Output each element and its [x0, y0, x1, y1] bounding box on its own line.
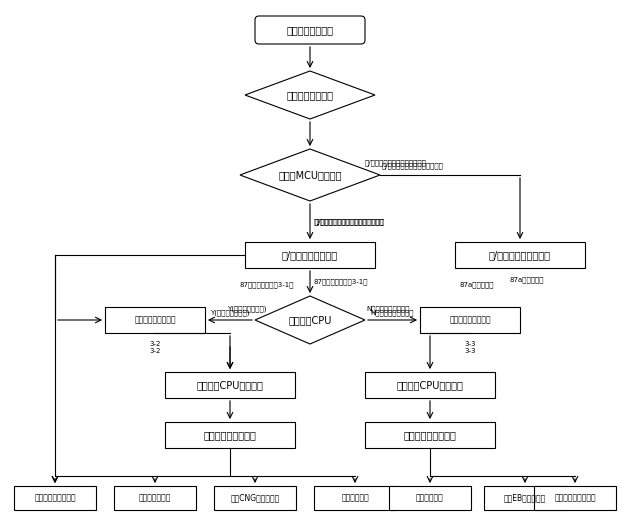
Text: 燃油EB标志灯点亮: 燃油EB标志灯点亮	[504, 494, 546, 503]
Bar	[14, 486, 96, 510]
Text: 燃气压力表实时数量: 燃气压力表实时数量	[134, 316, 176, 325]
Bar	[455, 242, 585, 268]
Text: 87端输出高电平（3-1）: 87端输出高电平（3-1）	[240, 282, 294, 288]
Text: 油/气转换继电器驱动线圈输出低电平: 油/气转换继电器驱动线圈输出低电平	[314, 218, 384, 225]
Text: 汽车点火装置点火: 汽车点火装置点火	[286, 25, 334, 35]
Text: 燃料转换开关动作: 燃料转换开关动作	[286, 90, 334, 100]
Text: 87a输出高电平: 87a输出高电平	[510, 276, 544, 282]
Bar	[214, 486, 296, 510]
Bar	[365, 372, 495, 398]
Polygon shape	[240, 149, 380, 201]
Text: 油/气转换继电器不吸合: 油/气转换继电器不吸合	[489, 250, 551, 260]
Bar	[165, 372, 295, 398]
Text: N（无燃气请求信号）: N（无燃气请求信号）	[366, 305, 410, 312]
Text: 油/气转换继电器驱动线圈无输出: 油/气转换继电器驱动线圈无输出	[382, 163, 444, 169]
Text: 燃油储量显示: 燃油储量显示	[416, 494, 444, 503]
Text: 组合仪表CPU燃油算法: 组合仪表CPU燃油算法	[397, 380, 463, 390]
FancyBboxPatch shape	[255, 16, 365, 44]
Text: 燃气继路和点火系统: 燃气继路和点火系统	[34, 494, 76, 503]
Text: 87a输出高电平: 87a输出高电平	[460, 282, 495, 288]
Text: 燃油传感器实时数量: 燃油传感器实时数量	[449, 316, 491, 325]
Text: N（无燃气请求信号）: N（无燃气请求信号）	[371, 309, 414, 316]
Text: 3-3: 3-3	[464, 341, 476, 347]
Bar	[389, 486, 471, 510]
Text: 3-2: 3-2	[149, 341, 161, 347]
Text: Y(有燃气请求信号): Y(有燃气请求信号)	[210, 309, 250, 316]
Text: 组合仪表显示驱动器: 组合仪表显示驱动器	[203, 430, 257, 440]
Text: 燃气工作指示灯: 燃气工作指示灯	[139, 494, 171, 503]
Text: 燃气储量显示: 燃气储量显示	[341, 494, 369, 503]
Bar	[314, 486, 396, 510]
Text: 油/气转换继电器吸合: 油/气转换继电器吸合	[282, 250, 338, 260]
Text: 燃气CNG标志灯点亮: 燃气CNG标志灯点亮	[231, 494, 280, 503]
Bar	[365, 422, 495, 448]
Bar	[105, 307, 205, 333]
Text: 3-2: 3-2	[149, 348, 161, 354]
Bar	[165, 422, 295, 448]
Text: Y(有燃气请求信号): Y(有燃气请求信号)	[228, 305, 267, 312]
Text: 87端输出高电平（3-1）: 87端输出高电平（3-1）	[313, 279, 368, 285]
Text: 组合仪表CPU燃气算法: 组合仪表CPU燃气算法	[197, 380, 264, 390]
Polygon shape	[245, 71, 375, 119]
Text: 组合仪表CPU: 组合仪表CPU	[288, 315, 332, 325]
Text: 油/气转换继电器驱动线圈无输出: 油/气转换继电器驱动线圈无输出	[365, 159, 427, 166]
Text: 发动机MCU接收信号: 发动机MCU接收信号	[278, 170, 342, 180]
Text: 组合仪表显示驱动器: 组合仪表显示驱动器	[404, 430, 456, 440]
Bar	[245, 242, 375, 268]
Text: 3-3: 3-3	[464, 348, 476, 354]
Bar	[114, 486, 196, 510]
Bar	[484, 486, 566, 510]
Bar	[534, 486, 616, 510]
Text: 燃油供给和点火系统: 燃油供给和点火系统	[554, 494, 596, 503]
Polygon shape	[255, 296, 365, 344]
Bar	[420, 307, 520, 333]
Text: 油/气转换继电器驱动线圈输出低电平: 油/气转换继电器驱动线圈输出低电平	[315, 219, 386, 225]
